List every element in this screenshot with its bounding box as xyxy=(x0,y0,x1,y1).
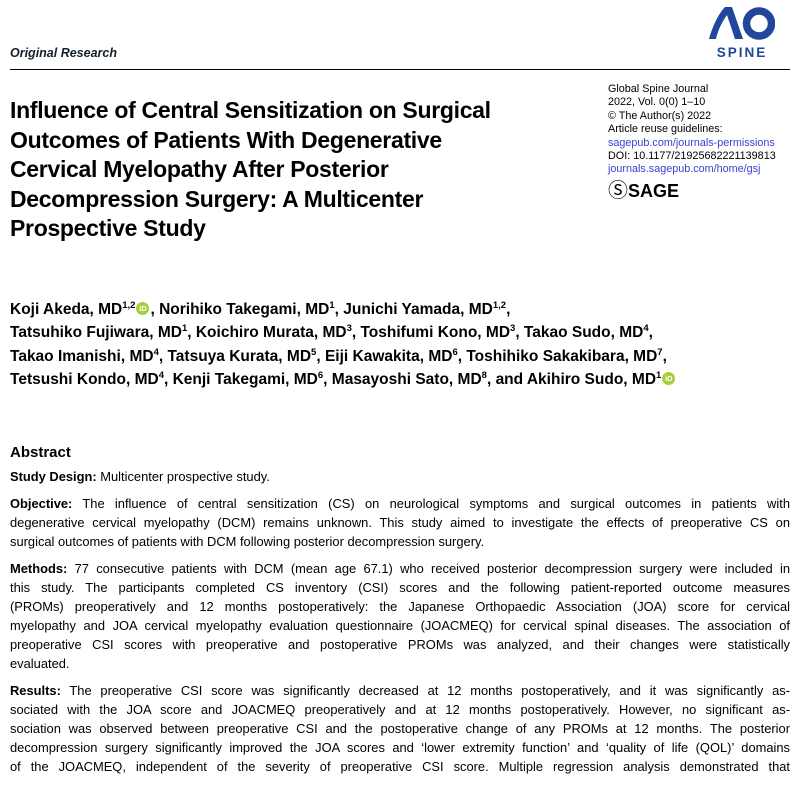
abstract-line: preoperative CSI scores with preoperativ… xyxy=(10,636,790,652)
article-type-label: Original Research xyxy=(10,46,117,60)
abstract-paragraph: Objective: The influence of central sens… xyxy=(10,494,790,551)
abstract-line: degenerative cervical myelopathy (DCM) r… xyxy=(10,514,790,530)
aospine-wordmark: SPINE xyxy=(716,45,768,60)
journal-info-line: sagepub.com/journals-permissions xyxy=(608,137,790,150)
abstract-section: Abstract Study Design: Multicenter prosp… xyxy=(10,444,790,776)
author-line: Koji Akeda, MD1,2 iD, Norihiko Takegami, … xyxy=(10,299,511,318)
abstract-line: this study. The participants completed C… xyxy=(10,579,790,595)
abstract-line: Results: The preoperative CSI score was … xyxy=(10,682,790,698)
affiliation-superscript: 1 xyxy=(329,299,335,311)
journal-info-lines: Global Spine Journal 2022, Vol. 0(0) 1–10… xyxy=(608,83,790,177)
affiliation-superscript: 5 xyxy=(311,346,317,358)
affiliation-superscript: 4 xyxy=(153,346,159,358)
abstract-paragraph: Study Design: Multicenter prospective st… xyxy=(10,467,790,486)
abstract-line: surgical outcomes of patients with DCM f… xyxy=(10,533,485,549)
abstract-paragraphs: Study Design: Multicenter prospective st… xyxy=(10,467,790,776)
affiliation-superscript: 1 xyxy=(181,322,188,334)
author-line: Tetsushi Kondo, MD4, Kenji Takegami, MD6… xyxy=(10,368,790,392)
aospine-ao-icon xyxy=(709,7,776,40)
abstract-line: Study Design: Multicenter prospective st… xyxy=(10,468,270,484)
abstract-line: Methods: 77 consecutive patients with DC… xyxy=(10,560,790,576)
author-line: Tatsuhiko Fujiwara, MD1, Koichiro Murata… xyxy=(10,322,653,341)
article-title-line: Influence of Central Sensitization on Su… xyxy=(10,97,491,123)
journal-info: Global Spine Journal 2022, Vol. 0(0) 1–10… xyxy=(608,82,790,244)
author-line: Takao Imanishi, MD4, Tatsuya Kurata, MD5… xyxy=(10,346,667,365)
affiliation-superscript: 4 xyxy=(158,369,164,381)
abstract-line: of the JOACMEQ, independent of the sever… xyxy=(10,758,790,774)
abstract-line: myelopathy and JOA cervical myelopathy e… xyxy=(10,617,790,633)
sage-s-icon: Ⓢ xyxy=(608,179,628,202)
affiliation-superscript: 6 xyxy=(452,346,458,358)
journal-info-line: © The Author(s) 2022 xyxy=(608,109,712,122)
article-title-line: Cervical Myelopathy After Posterior xyxy=(10,156,389,182)
article-title: Influence of Central Sensitization on Su… xyxy=(10,82,608,244)
abstract-section-label: Objective: xyxy=(10,495,73,511)
page-header: Original Research SPINE xyxy=(10,0,790,69)
abstract-line: (PROMs) preoperatively and 12 months pos… xyxy=(10,598,790,614)
affiliation-superscript: 8 xyxy=(481,369,487,381)
journal-info-line: 2022, Vol. 0(0) 1–10 xyxy=(608,96,706,109)
affiliation-superscript: 6 xyxy=(317,369,324,381)
article-title-line: Outcomes of Patients With Degenerative xyxy=(10,126,442,153)
article-title-line: Decompression Surgery: A Multicenter xyxy=(10,185,424,212)
abstract-line: evaluated. xyxy=(10,655,70,671)
affiliation-superscript: 4 xyxy=(643,322,649,334)
abstract-line: Objective: The influence of central sens… xyxy=(10,495,790,511)
abstract-line: decompression surgery significantly impr… xyxy=(10,739,790,755)
affiliation-superscript: 1,2 xyxy=(122,299,136,311)
abstract-paragraph: Methods: 77 consecutive patients with DC… xyxy=(10,559,790,673)
journal-link[interactable]: journals.sagepub.com/home/gsj xyxy=(608,163,761,176)
abstract-heading: Abstract xyxy=(10,443,71,461)
abstract-line: sociated with the JOA score and JOACMEQ … xyxy=(10,701,790,717)
affiliation-superscript: 7 xyxy=(657,346,663,358)
sage-logo: Ⓢ SAGE xyxy=(608,181,790,201)
journal-link[interactable]: sagepub.com/journals-permissions xyxy=(608,136,775,149)
aospine-logo: SPINE xyxy=(706,6,778,60)
affiliation-superscript: 3 xyxy=(510,322,516,334)
journal-info-line: Global Spine Journal xyxy=(608,83,709,95)
abstract-section-label: Study Design: xyxy=(10,468,97,484)
affiliation-superscript: 1,2 xyxy=(492,299,507,311)
title-row: Influence of Central Sensitization on Su… xyxy=(10,82,790,244)
abstract-section-label: Methods: xyxy=(10,560,68,576)
affiliation-superscript: 1 xyxy=(656,369,662,381)
journal-info-line: journals.sagepub.com/home/gsj xyxy=(608,163,790,176)
author-list: Koji Akeda, MD1,2 iD, Norihiko Takegami, … xyxy=(10,298,790,392)
header-divider xyxy=(10,69,790,70)
abstract-line: sociation was observed between preoperat… xyxy=(10,720,790,736)
abstract-paragraph: Results: The preoperative CSI score was … xyxy=(10,681,790,776)
journal-info-line: DOI: 10.1177/21925682221139813 xyxy=(608,150,776,163)
orcid-icon[interactable]: iD xyxy=(662,372,676,385)
sage-wordmark: SAGE xyxy=(628,180,680,201)
journal-info-line: Article reuse guidelines: xyxy=(608,123,723,136)
affiliation-superscript: 3 xyxy=(346,322,352,334)
orcid-icon[interactable]: iD xyxy=(136,301,150,315)
article-title-line: Prospective Study xyxy=(10,215,206,241)
abstract-section-label: Results: xyxy=(10,682,61,698)
